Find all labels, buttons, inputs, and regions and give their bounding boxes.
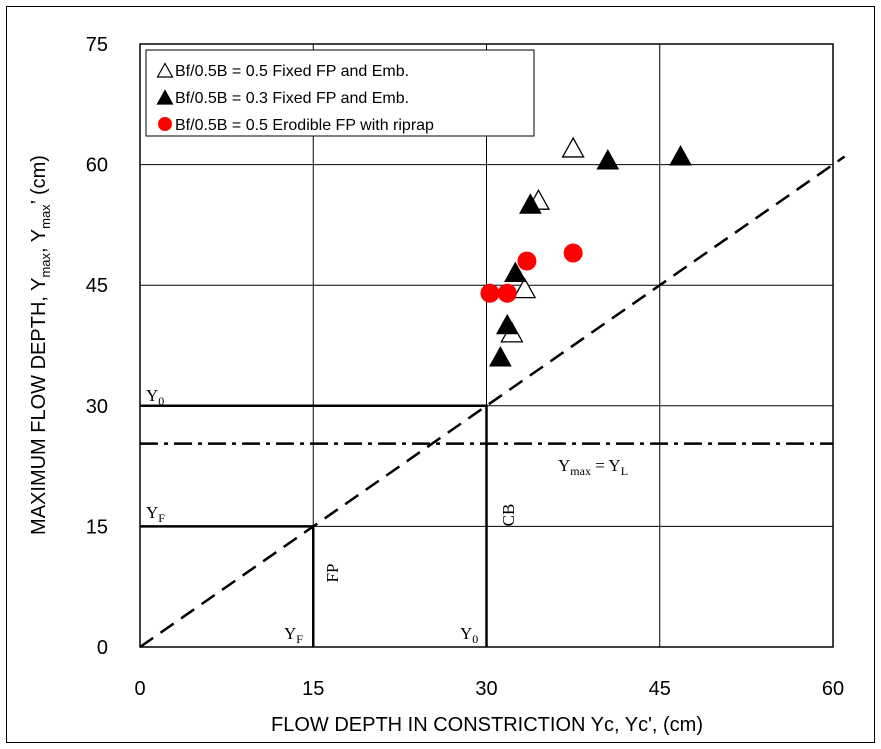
annotation-ymax-eq-yl: Ymax = YL [558, 456, 628, 478]
legend-box [145, 49, 535, 137]
x-tick-label-0: 0 [134, 678, 145, 700]
data-point-s1-1 [561, 136, 585, 158]
y-axis-title: MAXIMUM FLOW DEPTH, Ymax, Ymax’ (cm) [28, 155, 53, 535]
annotation-y0-bottom: Y0 [460, 624, 478, 646]
data-point-s2-5 [495, 313, 519, 335]
y-tick-label-4: 60 [86, 155, 108, 177]
outer-frame [6, 6, 875, 743]
x-tick-labels: 0 15 30 45 60 [134, 678, 844, 700]
reference-step-2 [140, 404, 488, 647]
x-axis-title: FLOW DEPTH IN CONSTRICTION Yc, Yc', (cm) [271, 714, 703, 736]
x-tick-label-3: 45 [649, 678, 671, 700]
legend-marker-2 [156, 89, 174, 105]
annotation-fp: FP [323, 564, 342, 583]
data-point-s2-2 [669, 145, 692, 166]
legend-entry-3: Bf/0.5B = 0.5 Erodible FP with riprap [175, 117, 434, 134]
x-tick-label-2: 30 [475, 678, 497, 700]
data-point-s2-3 [519, 193, 542, 214]
data-point-s1-3 [513, 277, 537, 299]
data-markers [480, 136, 692, 367]
legend: Bf/0.5B = 0.5 Fixed FP and Emb. Bf/0.5B … [145, 49, 535, 137]
reference-lines [139, 155, 846, 649]
annotation-cb: CB [499, 504, 518, 527]
y-tick-label-3: 45 [86, 275, 108, 297]
data-point-s2-1 [596, 149, 620, 170]
y-tick-label-1: 15 [86, 516, 108, 538]
y-tick-label-2: 30 [86, 396, 108, 418]
annotation-yf-bottom: YF [284, 624, 303, 646]
data-point-s2-4 [504, 261, 527, 283]
reference-line-diagonal [139, 155, 846, 649]
x-tick-label-1: 15 [302, 678, 324, 700]
legend-entry-2: Bf/0.5B = 0.3 Fixed FP and Emb. [175, 90, 409, 107]
annotation-yf-left: YF [146, 503, 165, 525]
data-point-s3-1 [480, 283, 500, 303]
annotation-y0-left: Y0 [146, 386, 164, 408]
reference-step-3 [140, 525, 315, 647]
data-point-s3-4 [563, 243, 583, 263]
legend-marker-3 [158, 117, 172, 131]
legend-entry-1: Bf/0.5B = 0.5 Fixed FP and Emb. [175, 63, 409, 80]
legend-markers [156, 62, 174, 131]
y-tick-label-0: 0 [97, 637, 108, 659]
data-point-s3-2 [497, 283, 517, 303]
data-point-s2-6 [489, 346, 512, 367]
y-tick-label-5: 75 [86, 34, 108, 56]
legend-marker-1 [156, 62, 174, 78]
data-point-s3-3 [517, 251, 537, 271]
x-tick-label-4: 60 [822, 678, 844, 700]
y-tick-labels: 0 15 30 45 60 75 [86, 34, 108, 659]
